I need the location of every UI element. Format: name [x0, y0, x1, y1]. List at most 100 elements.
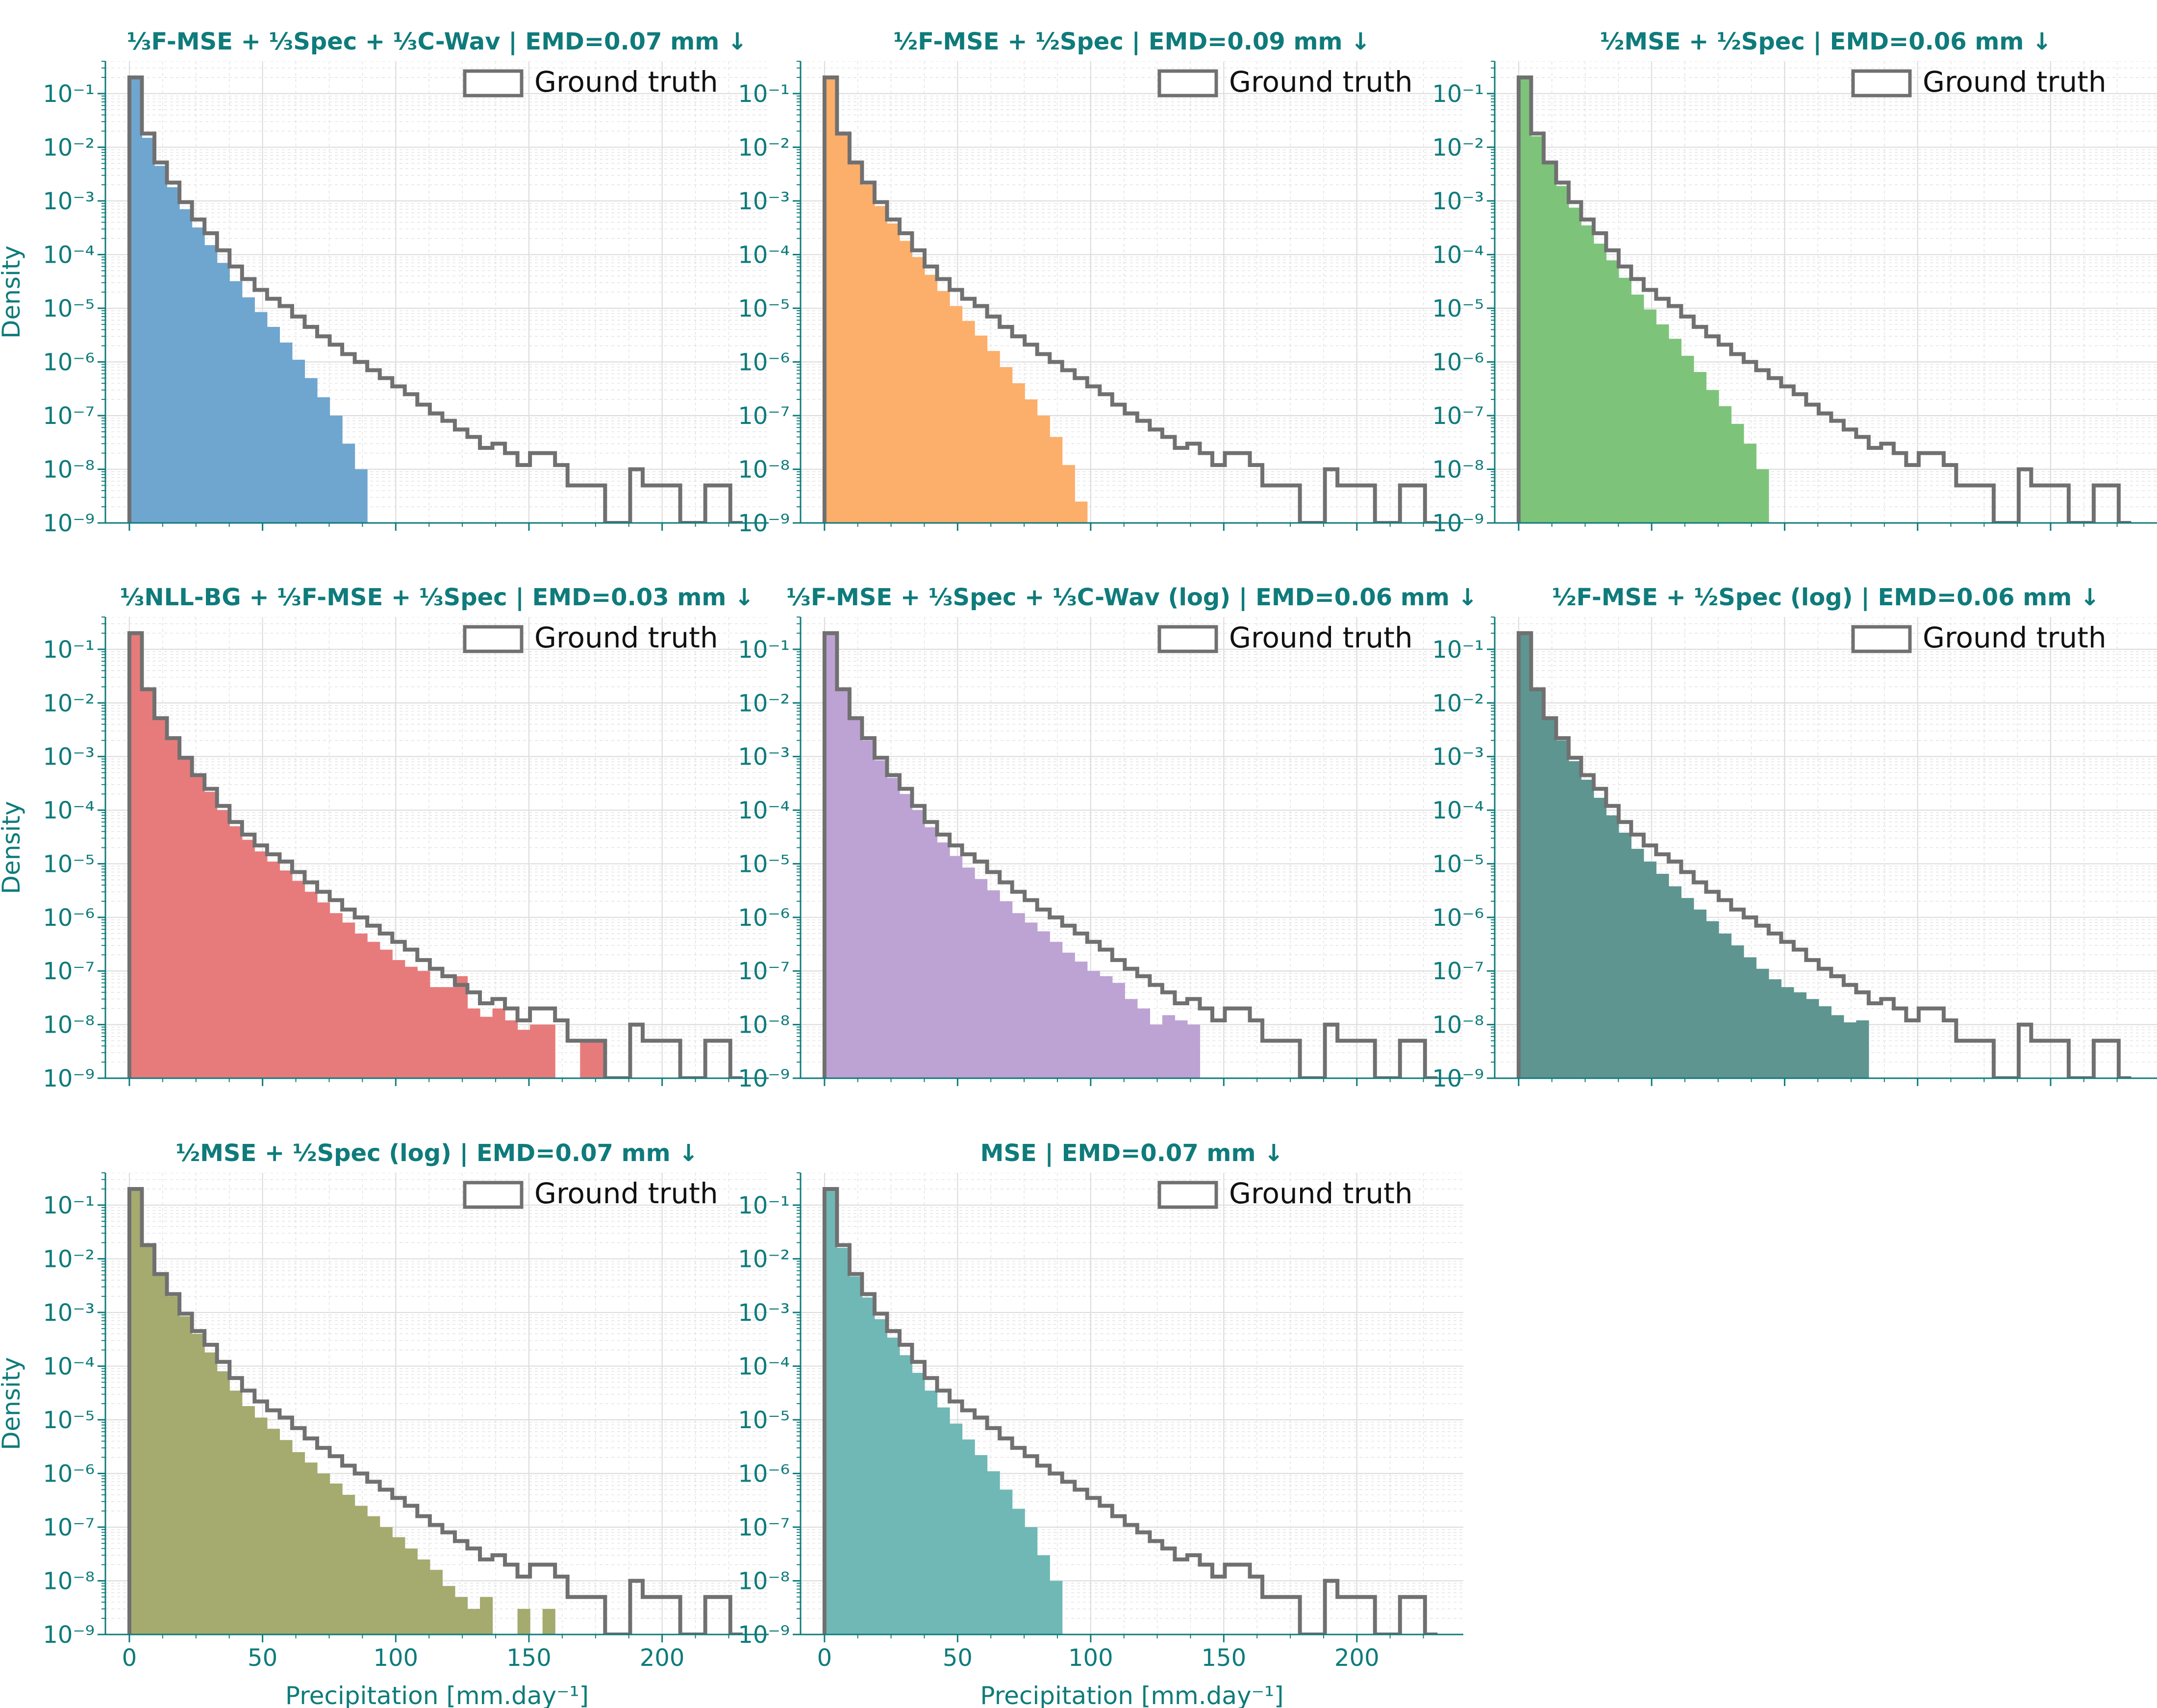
predicted-bar [442, 987, 455, 1078]
predicted-bar [1706, 390, 1719, 523]
legend: Ground truth [1157, 65, 1413, 99]
predicted-bar [1743, 957, 1756, 1078]
predicted-bar [304, 378, 318, 523]
x-tick-label: 200 [1334, 1644, 1379, 1672]
panel-3: 10⁻⁹ 10⁻⁸ 10⁻⁷ 10⁻⁶ 10⁻⁵ 10⁻⁴ 10⁻³ 10⁻² 10⁻¹ ½MSE… [1432, 28, 2157, 537]
predicted-bar [862, 184, 875, 523]
panel-title: ⅓NLL-BG + ⅓F-MSE + ⅓Spec | EMD=0.03 mm ↓ [120, 584, 754, 611]
y-tick-label: 10⁻⁹ [43, 1065, 95, 1092]
predicted-bar [192, 776, 205, 1078]
x-tick-label: 100 [1068, 1644, 1113, 1672]
ground-truth-line [822, 1187, 1438, 1634]
legend: Ground truth [1157, 1177, 1413, 1210]
predicted-bar [1162, 1015, 1176, 1078]
y-tick-label: 10⁻⁷ [1432, 958, 1484, 985]
y-tick-label: 10⁻⁹ [738, 1065, 790, 1092]
y-tick-label: 10⁻¹ [43, 80, 95, 108]
legend-swatch [463, 625, 524, 653]
predicted-bar [1075, 501, 1088, 523]
y-tick-label: 10⁻⁷ [43, 1514, 95, 1541]
y-tick-label: 10⁻⁵ [1432, 850, 1484, 878]
y-tick-label: 10⁻⁷ [738, 402, 790, 430]
predicted-bar [1781, 987, 1794, 1078]
panel-title: MSE | EMD=0.07 mm ↓ [980, 1139, 1284, 1167]
y-tick-label: 10⁻² [43, 1245, 95, 1273]
y-axis-label: Density [0, 246, 25, 339]
y-tick-label: 10⁻⁵ [1432, 295, 1484, 322]
predicted-bar [167, 1296, 180, 1634]
predicted-bar [975, 1455, 988, 1634]
predicted-bar [454, 1597, 468, 1634]
ground-truth-line [127, 1187, 743, 1634]
predicted-bar [849, 1276, 863, 1634]
predicted-bar [429, 1570, 443, 1634]
predicted-bar [142, 138, 155, 523]
predicted-bar [429, 987, 443, 1078]
y-tick-label: 10⁻⁹ [1432, 510, 1484, 537]
y-tick-label: 10⁻² [43, 690, 95, 717]
predicted-bar [1175, 1020, 1188, 1078]
predicted-bar [824, 77, 837, 523]
predicted-bar [142, 1246, 155, 1634]
predicted-bar [1668, 339, 1681, 523]
predicted-bar [1075, 961, 1088, 1078]
predicted-bar [467, 1008, 480, 1078]
y-tick-label: 10⁻⁶ [43, 348, 95, 376]
predicted-bar [1831, 1015, 1844, 1078]
y-tick-label: 10⁻⁴ [43, 797, 95, 824]
y-tick-label: 10⁻² [738, 1245, 790, 1273]
predicted-bar [1843, 1022, 1856, 1078]
y-tick-label: 10⁻⁸ [738, 1012, 790, 1039]
x-tick-label: 0 [122, 1644, 137, 1672]
legend: Ground truth [463, 621, 718, 654]
predicted-bar [937, 291, 950, 523]
legend-label: Ground truth [1229, 65, 1413, 99]
legend-swatch [463, 1181, 524, 1209]
y-tick-label: 10⁻⁵ [738, 1407, 790, 1434]
predicted-bar [317, 1473, 330, 1634]
predicted-bar [887, 1337, 900, 1634]
panel-title: ⅓F-MSE + ⅓Spec + ⅓C-Wav | EMD=0.07 mm ↓ [127, 28, 747, 55]
predicted-bar [154, 1275, 168, 1634]
y-tick-label: 10⁻⁶ [1432, 904, 1484, 932]
x-tick-label: 200 [640, 1644, 685, 1672]
predicted-bar [1000, 367, 1013, 523]
y-tick-label: 10⁻⁹ [738, 510, 790, 537]
predicted-bar [1818, 1006, 1831, 1078]
predicted-bar [129, 77, 143, 523]
y-tick-label: 10⁻⁴ [43, 241, 95, 269]
y-tick-label: 10⁻⁶ [43, 1460, 95, 1487]
panel-title: ⅓F-MSE + ⅓Spec + ⅓C-Wav (log) | EMD=0.06… [786, 584, 1478, 611]
predicted-bar [254, 1417, 268, 1634]
predicted-bar [899, 794, 913, 1078]
predicted-bar [1187, 1024, 1201, 1078]
panel-1: 10⁻⁹ 10⁻⁸ 10⁻⁷ 10⁻⁶ 10⁻⁵ 10⁻⁴ 10⁻³ 10⁻² 10⁻¹ Dens… [0, 28, 769, 537]
predicted-bar [217, 263, 230, 523]
y-tick-label: 10⁻⁴ [738, 797, 790, 824]
predicted-bar [1806, 999, 1819, 1078]
predicted-bar [987, 890, 1000, 1078]
predicted-bar [1037, 931, 1050, 1078]
x-tick-label: 150 [1202, 1644, 1247, 1672]
predicted-bar [912, 1373, 925, 1634]
predicted-bar [962, 1439, 975, 1634]
predicted-bar [154, 166, 168, 523]
predicted-bar [417, 971, 430, 1078]
legend-label: Ground truth [1229, 621, 1413, 654]
y-tick-label: 10⁻⁷ [43, 958, 95, 985]
legend-label: Ground truth [534, 1177, 718, 1210]
predicted-bar [317, 902, 330, 1078]
legend: Ground truth [1851, 621, 2107, 654]
y-tick-label: 10⁻¹ [1432, 80, 1484, 108]
predicted-bar [937, 842, 950, 1078]
predicted-bar [950, 1423, 963, 1634]
predicted-bar [1050, 941, 1063, 1078]
legend-swatch [1851, 69, 1912, 98]
y-tick-label: 10⁻⁷ [738, 1514, 790, 1541]
predicted-bar [1656, 324, 1669, 523]
y-tick-label: 10⁻¹ [738, 1192, 790, 1219]
ground-truth-series [822, 1187, 1438, 1634]
y-tick-label: 10⁻¹ [738, 80, 790, 108]
predicted-bar [1012, 383, 1025, 523]
predicted-bar [1581, 225, 1594, 523]
